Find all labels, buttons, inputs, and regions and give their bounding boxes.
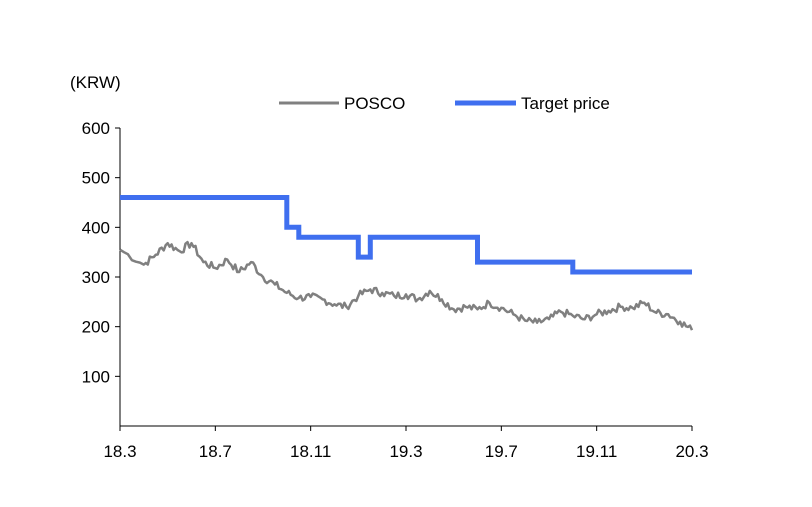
series-group <box>119 195 694 331</box>
x-tick-label: 18.3 <box>103 442 136 461</box>
axes: 100 200 300 400 500 600 18.3 18.7 18.11 19.3 19.7 1… <box>82 119 709 461</box>
x-tick-label: 18.11 <box>290 442 331 461</box>
legend-posco-label: POSCO <box>344 94 405 113</box>
x-tick-label: 18.7 <box>199 442 232 461</box>
legend: POSCO Target price <box>279 94 610 113</box>
y-tick-label: 400 <box>82 218 110 237</box>
x-tick-label: 20.3 <box>675 442 708 461</box>
y-tick-label: 300 <box>82 268 110 287</box>
x-tick-label: 19.7 <box>485 442 518 461</box>
target-price-line <box>120 195 692 275</box>
legend-target-label: Target price <box>521 94 610 113</box>
posco-line <box>119 240 694 331</box>
y-unit-label: (KRW) <box>70 73 121 92</box>
y-tick-label: 600 <box>82 119 110 138</box>
y-tick-label: 100 <box>82 367 110 386</box>
y-tick-label: 500 <box>82 169 110 188</box>
x-tick-label: 19.3 <box>389 442 422 461</box>
x-tick-label: 19.11 <box>576 442 617 461</box>
y-tick-label: 200 <box>82 318 110 337</box>
